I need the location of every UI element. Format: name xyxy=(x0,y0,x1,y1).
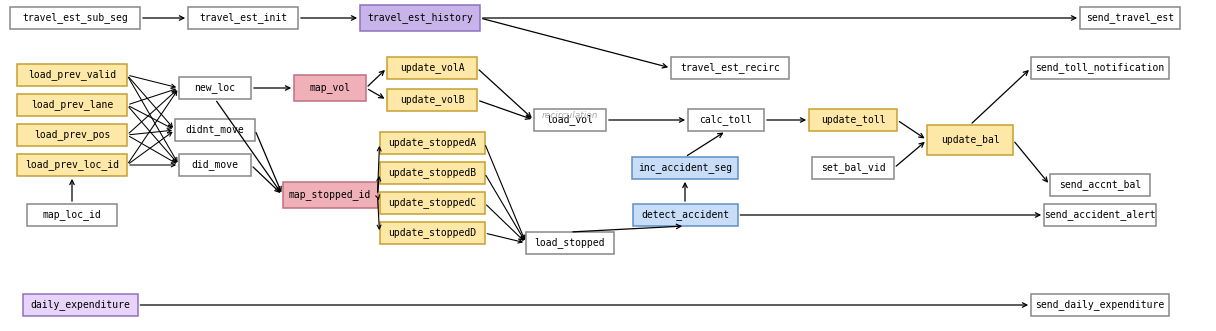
Text: load_vol: load_vol xyxy=(546,115,593,125)
FancyBboxPatch shape xyxy=(688,109,764,131)
FancyBboxPatch shape xyxy=(812,157,894,179)
FancyBboxPatch shape xyxy=(17,124,126,146)
FancyBboxPatch shape xyxy=(379,222,484,244)
Text: travel_est_recirc: travel_est_recirc xyxy=(680,63,779,73)
FancyBboxPatch shape xyxy=(527,232,614,254)
Text: load_prev_valid: load_prev_valid xyxy=(28,70,116,80)
Text: map_vol: map_vol xyxy=(309,82,350,93)
FancyBboxPatch shape xyxy=(17,154,126,176)
Text: update_stoppedC: update_stoppedC xyxy=(388,198,475,209)
Text: detect_accident: detect_accident xyxy=(641,210,730,220)
Text: load_prev_loc_id: load_prev_loc_id xyxy=(26,160,119,170)
Text: update_stoppedD: update_stoppedD xyxy=(388,227,475,238)
Text: send_toll_notification: send_toll_notification xyxy=(1035,63,1165,73)
FancyBboxPatch shape xyxy=(27,204,117,226)
FancyBboxPatch shape xyxy=(387,89,477,111)
Text: calc_toll: calc_toll xyxy=(699,115,753,125)
FancyBboxPatch shape xyxy=(927,125,1013,155)
Text: travel_est_sub_seg: travel_est_sub_seg xyxy=(22,13,128,24)
FancyBboxPatch shape xyxy=(175,119,255,141)
Text: send_travel_est: send_travel_est xyxy=(1086,13,1175,24)
Text: inc_accident_seg: inc_accident_seg xyxy=(638,163,732,173)
FancyBboxPatch shape xyxy=(1045,204,1156,226)
Text: did_move: did_move xyxy=(191,160,238,170)
FancyBboxPatch shape xyxy=(632,204,737,226)
Text: send_daily_expenditure: send_daily_expenditure xyxy=(1035,300,1165,310)
Text: update_stoppedA: update_stoppedA xyxy=(388,138,475,148)
FancyBboxPatch shape xyxy=(1031,294,1169,316)
FancyBboxPatch shape xyxy=(179,154,250,176)
FancyBboxPatch shape xyxy=(17,94,126,116)
FancyBboxPatch shape xyxy=(534,109,606,131)
FancyBboxPatch shape xyxy=(188,7,298,29)
FancyBboxPatch shape xyxy=(1080,7,1180,29)
Text: didnt_move: didnt_move xyxy=(186,124,244,135)
FancyBboxPatch shape xyxy=(387,57,477,79)
Text: update_bal: update_bal xyxy=(941,134,1000,145)
Text: travel_est_history: travel_est_history xyxy=(367,13,473,24)
Text: daily_expenditure: daily_expenditure xyxy=(30,300,130,310)
Text: map_stopped_id: map_stopped_id xyxy=(289,190,371,201)
Text: new_loc: new_loc xyxy=(195,82,236,93)
Text: set_bal_vid: set_bal_vid xyxy=(821,163,885,173)
FancyBboxPatch shape xyxy=(17,64,126,86)
Text: update_volA: update_volA xyxy=(400,63,465,73)
Text: update_toll: update_toll xyxy=(821,115,885,125)
FancyBboxPatch shape xyxy=(379,162,484,184)
FancyBboxPatch shape xyxy=(1049,174,1150,196)
Text: load_stopped: load_stopped xyxy=(535,238,606,249)
Text: send_accnt_bal: send_accnt_bal xyxy=(1059,179,1141,190)
FancyBboxPatch shape xyxy=(282,182,377,208)
Text: travel_est_init: travel_est_init xyxy=(199,13,287,24)
FancyBboxPatch shape xyxy=(632,157,738,179)
FancyBboxPatch shape xyxy=(379,192,484,214)
FancyBboxPatch shape xyxy=(360,5,480,31)
Text: update_stoppedB: update_stoppedB xyxy=(388,167,475,178)
FancyBboxPatch shape xyxy=(379,132,484,154)
FancyBboxPatch shape xyxy=(10,7,140,29)
FancyBboxPatch shape xyxy=(671,57,789,79)
FancyBboxPatch shape xyxy=(1031,57,1169,79)
FancyBboxPatch shape xyxy=(23,294,137,316)
Text: update_volB: update_volB xyxy=(400,95,465,106)
Text: send_accident_alert: send_accident_alert xyxy=(1045,210,1156,220)
Text: recirculation: recirculation xyxy=(542,111,598,119)
Text: load_prev_lane: load_prev_lane xyxy=(30,100,113,111)
Text: load_prev_pos: load_prev_pos xyxy=(34,129,111,140)
Text: map_loc_id: map_loc_id xyxy=(43,210,101,220)
FancyBboxPatch shape xyxy=(294,75,366,101)
FancyBboxPatch shape xyxy=(179,77,250,99)
FancyArrowPatch shape xyxy=(409,7,429,29)
FancyBboxPatch shape xyxy=(809,109,897,131)
